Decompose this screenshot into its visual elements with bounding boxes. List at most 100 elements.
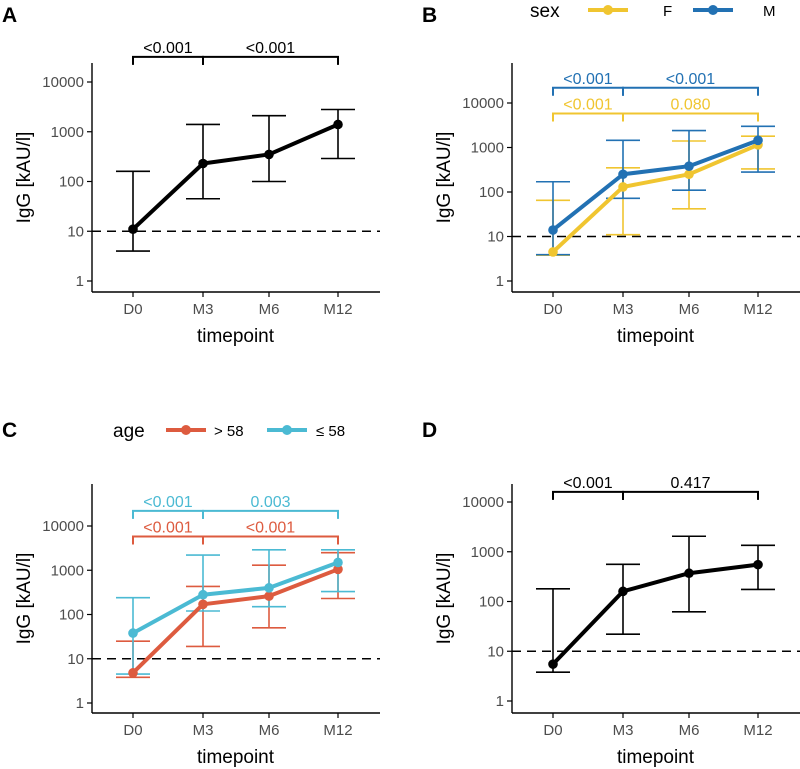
y-axis-title: IgG [kAU/l]: [14, 553, 35, 645]
data-point: [198, 599, 208, 610]
y-tick-label: 1: [76, 695, 84, 712]
x-tick-label: M12: [323, 301, 352, 318]
legend-sex-title: sex: [530, 1, 560, 22]
significance-bracket: [202, 509, 339, 519]
y-tick-label: 100: [59, 174, 84, 191]
p-value-label: <0.001: [246, 519, 295, 536]
series-line: [131, 122, 339, 231]
data-point: [128, 224, 138, 234]
legend-f-marker: [603, 5, 613, 15]
data-point: [333, 564, 343, 575]
significance-bracket: [622, 86, 759, 96]
y-tick-label: 10: [67, 651, 84, 668]
y-axis-title: IgG [kAU/l]: [434, 132, 455, 224]
panel-a: A 1 10 100 1000 10000 D0 M3 M6 M12 timepoint IgG […: [2, 4, 380, 347]
y-axis-title: IgG [kAU/l]: [434, 553, 455, 645]
data-point: [333, 557, 343, 568]
panel-a-plot: 1 10 100 1000 10000 D0 M3 M6 M12 timepoint IgG [kA…: [14, 40, 380, 347]
legend-younger-label: ≤ 58: [316, 423, 345, 440]
y-tick-label: 1000: [51, 124, 84, 141]
p-value-label: <0.001: [563, 71, 612, 88]
series-line: [131, 567, 339, 675]
x-tick-label: M12: [323, 722, 352, 739]
x-tick-label: D0: [543, 301, 562, 318]
panel-d-plot: 1 10 100 1000 10000 D0 M3 M6 M12 timepoint IgG [kA…: [434, 475, 800, 768]
data-point: [548, 225, 558, 235]
y-tick-label: 1: [496, 273, 504, 290]
y-tick-label: 1: [76, 273, 84, 290]
legend-m-label: M: [763, 3, 776, 20]
p-value-label: <0.001: [143, 494, 192, 511]
significance-bracket: [202, 535, 339, 545]
x-tick-label: M12: [743, 301, 772, 318]
series-all-group: [116, 108, 355, 252]
data-point: [128, 668, 138, 678]
y-tick-label: 10000: [462, 494, 504, 511]
data-point: [264, 583, 274, 593]
data-point: [333, 119, 343, 130]
p-value-label: <0.001: [143, 519, 192, 536]
data-point: [264, 591, 274, 601]
y-tick-label: 10: [487, 229, 504, 246]
significance-bracket: [132, 55, 204, 65]
p-value-label: <0.001: [563, 475, 612, 492]
panel-b: B sex F M 1 10 100 1000 10000 D0 M3 M6 M12 timepo…: [422, 1, 800, 347]
series-all-group: [536, 535, 775, 673]
data-point: [684, 169, 694, 180]
significance-bracket: [622, 112, 759, 122]
p-value-label: 0.417: [670, 475, 710, 492]
significance-bracket: [552, 86, 624, 96]
data-point: [618, 169, 628, 180]
p-value-label: 0.080: [670, 97, 710, 114]
x-tick-label: M12: [743, 722, 772, 739]
legend-age-title: age: [113, 421, 145, 442]
series-line: [132, 560, 339, 635]
x-tick-label: M3: [613, 722, 634, 739]
data-point: [198, 158, 208, 169]
x-tick-label: D0: [123, 301, 142, 318]
significance-bracket: [132, 535, 204, 545]
x-tick-label: M6: [259, 301, 280, 318]
y-tick-label: 1000: [471, 140, 504, 157]
y-tick-label: 1: [496, 693, 504, 710]
x-tick-label: M6: [259, 722, 280, 739]
x-tick-label: D0: [123, 722, 142, 739]
panel-c-label: C: [2, 419, 17, 442]
panel-c-plot: 1 10 100 1000 10000 D0 M3 M6 M12 timepoint IgG [kA…: [14, 484, 380, 768]
y-tick-label: 10000: [462, 95, 504, 112]
p-value-label: <0.001: [143, 40, 192, 57]
p-value-label: <0.001: [246, 40, 295, 57]
y-axis-title: IgG [kAU/l]: [14, 132, 35, 224]
legend-older-label: > 58: [214, 423, 244, 440]
x-axis-title: timepoint: [197, 747, 275, 768]
y-tick-label: 100: [59, 607, 84, 624]
x-tick-label: M6: [679, 722, 700, 739]
x-tick-label: M6: [679, 301, 700, 318]
x-tick-label: M3: [193, 301, 214, 318]
significance-bracket: [202, 55, 339, 65]
y-tick-label: 10000: [42, 518, 84, 535]
legend-older-marker: [181, 425, 191, 435]
y-tick-label: 1000: [51, 562, 84, 579]
p-value-label: 0.003: [250, 494, 290, 511]
data-point: [264, 149, 274, 160]
x-axis-title: timepoint: [617, 326, 695, 347]
series-line: [551, 138, 759, 232]
data-point: [684, 568, 694, 579]
y-tick-label: 10000: [42, 74, 84, 91]
x-axis-title: timepoint: [617, 747, 695, 768]
legend-m-marker: [708, 5, 718, 15]
data-point: [548, 659, 558, 669]
legend-age: age > 58 ≤ 58: [113, 421, 345, 442]
panel-c: C age > 58 ≤ 58 1 10 100 1000 10000 D0 M3 M6 M12…: [2, 419, 380, 768]
p-value-label: <0.001: [666, 71, 715, 88]
x-tick-label: M3: [193, 722, 214, 739]
significance-bracket: [552, 490, 624, 500]
panel-d-label: D: [422, 419, 437, 442]
panel-a-label: A: [2, 4, 17, 27]
data-point: [753, 559, 763, 570]
x-tick-label: D0: [543, 722, 562, 739]
significance-bracket: [132, 509, 204, 519]
data-point: [753, 135, 763, 146]
